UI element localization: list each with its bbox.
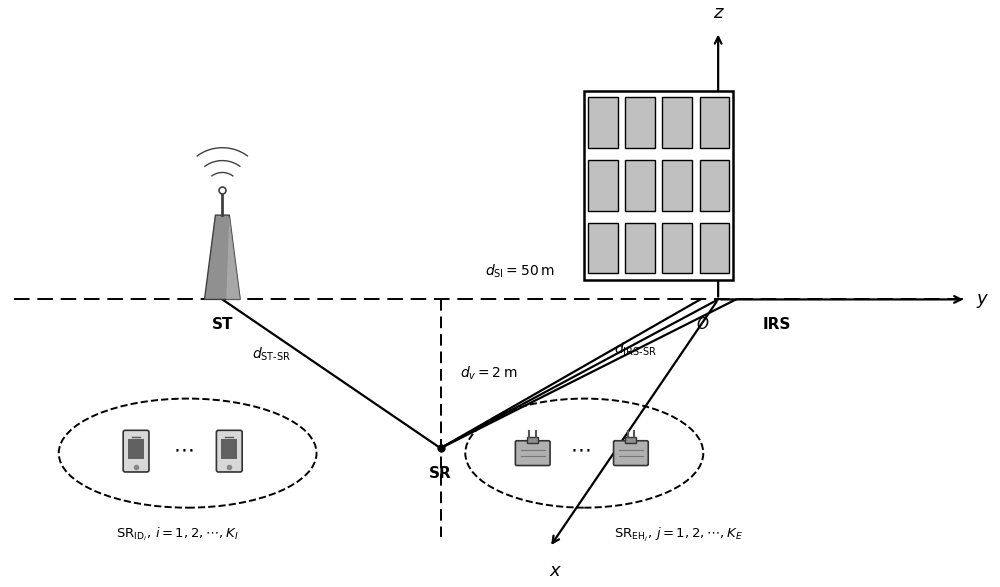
Text: $d_{\rm IRS\text{-}SR}$: $d_{\rm IRS\text{-}SR}$: [614, 340, 657, 357]
Text: SR: SR: [429, 466, 452, 481]
FancyBboxPatch shape: [123, 430, 149, 472]
Bar: [128, 439, 144, 458]
Bar: [584, 91, 733, 279]
Bar: [625, 437, 636, 443]
Text: x: x: [549, 562, 560, 580]
Bar: [221, 439, 237, 458]
Text: $d_{\rm SI}=50\,{\rm m}$: $d_{\rm SI}=50\,{\rm m}$: [485, 262, 555, 279]
FancyBboxPatch shape: [515, 441, 550, 465]
Bar: [662, 97, 692, 148]
Bar: [625, 97, 655, 148]
Bar: [700, 223, 729, 274]
Text: IRS: IRS: [763, 318, 791, 332]
Bar: [662, 223, 692, 274]
Polygon shape: [204, 215, 240, 299]
Text: O: O: [696, 318, 708, 332]
Text: ${\rm SR}_{{{\rm ID}_i}},\,i=1,2,\cdots,K_I$: ${\rm SR}_{{{\rm ID}_i}},\,i=1,2,\cdots,…: [116, 525, 239, 543]
Text: $\cdots$: $\cdots$: [570, 439, 591, 459]
Text: ST: ST: [212, 318, 233, 332]
Bar: [527, 437, 538, 443]
Bar: [700, 97, 729, 148]
Bar: [588, 223, 618, 274]
Text: $d_v=2\,{\rm m}$: $d_v=2\,{\rm m}$: [460, 365, 518, 383]
Text: z: z: [713, 4, 723, 22]
FancyBboxPatch shape: [614, 441, 648, 465]
Text: ${\rm SR}_{{{\rm EH}_j}},\,j=1,2,\cdots,K_E$: ${\rm SR}_{{{\rm EH}_j}},\,j=1,2,\cdots,…: [614, 525, 743, 544]
Polygon shape: [226, 215, 240, 299]
Text: $\cdots$: $\cdots$: [173, 439, 194, 459]
Bar: [662, 160, 692, 211]
FancyBboxPatch shape: [216, 430, 242, 472]
Text: $d_{\rm ST\text{-}SR}$: $d_{\rm ST\text{-}SR}$: [252, 345, 291, 363]
Bar: [700, 160, 729, 211]
Bar: [588, 160, 618, 211]
Bar: [625, 223, 655, 274]
Bar: [588, 97, 618, 148]
Text: y: y: [976, 291, 987, 308]
Bar: [625, 160, 655, 211]
